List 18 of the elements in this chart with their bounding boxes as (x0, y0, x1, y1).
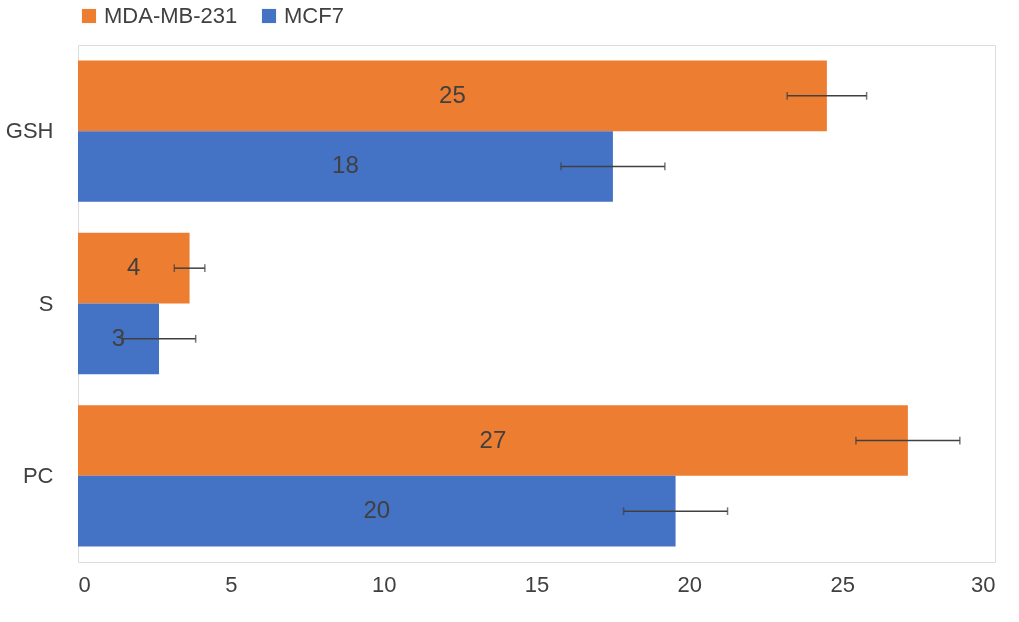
data-label: 20 (363, 496, 391, 524)
x-tick-label: 25 (830, 571, 855, 597)
y-tick-label: GSH (5, 118, 54, 144)
x-tick-label: 30 (971, 571, 996, 597)
legend-label: MCF7 (284, 3, 344, 28)
data-label: 4 (127, 253, 141, 281)
data-label: 18 (332, 151, 359, 179)
x-tick-label: 10 (371, 571, 397, 597)
x-tick-label: 20 (677, 571, 703, 597)
x-tick-label: 15 (524, 571, 550, 597)
y-tick-label: S (38, 290, 54, 316)
data-label: 25 (439, 80, 466, 108)
y-tick-label: PC (22, 462, 54, 488)
data-label: 3 (111, 323, 126, 351)
x-tick-label: 0 (78, 571, 91, 597)
data-label: 27 (479, 425, 507, 453)
legend-label: MDA-MB-231 (104, 3, 238, 28)
x-tick-label: 5 (225, 571, 238, 597)
